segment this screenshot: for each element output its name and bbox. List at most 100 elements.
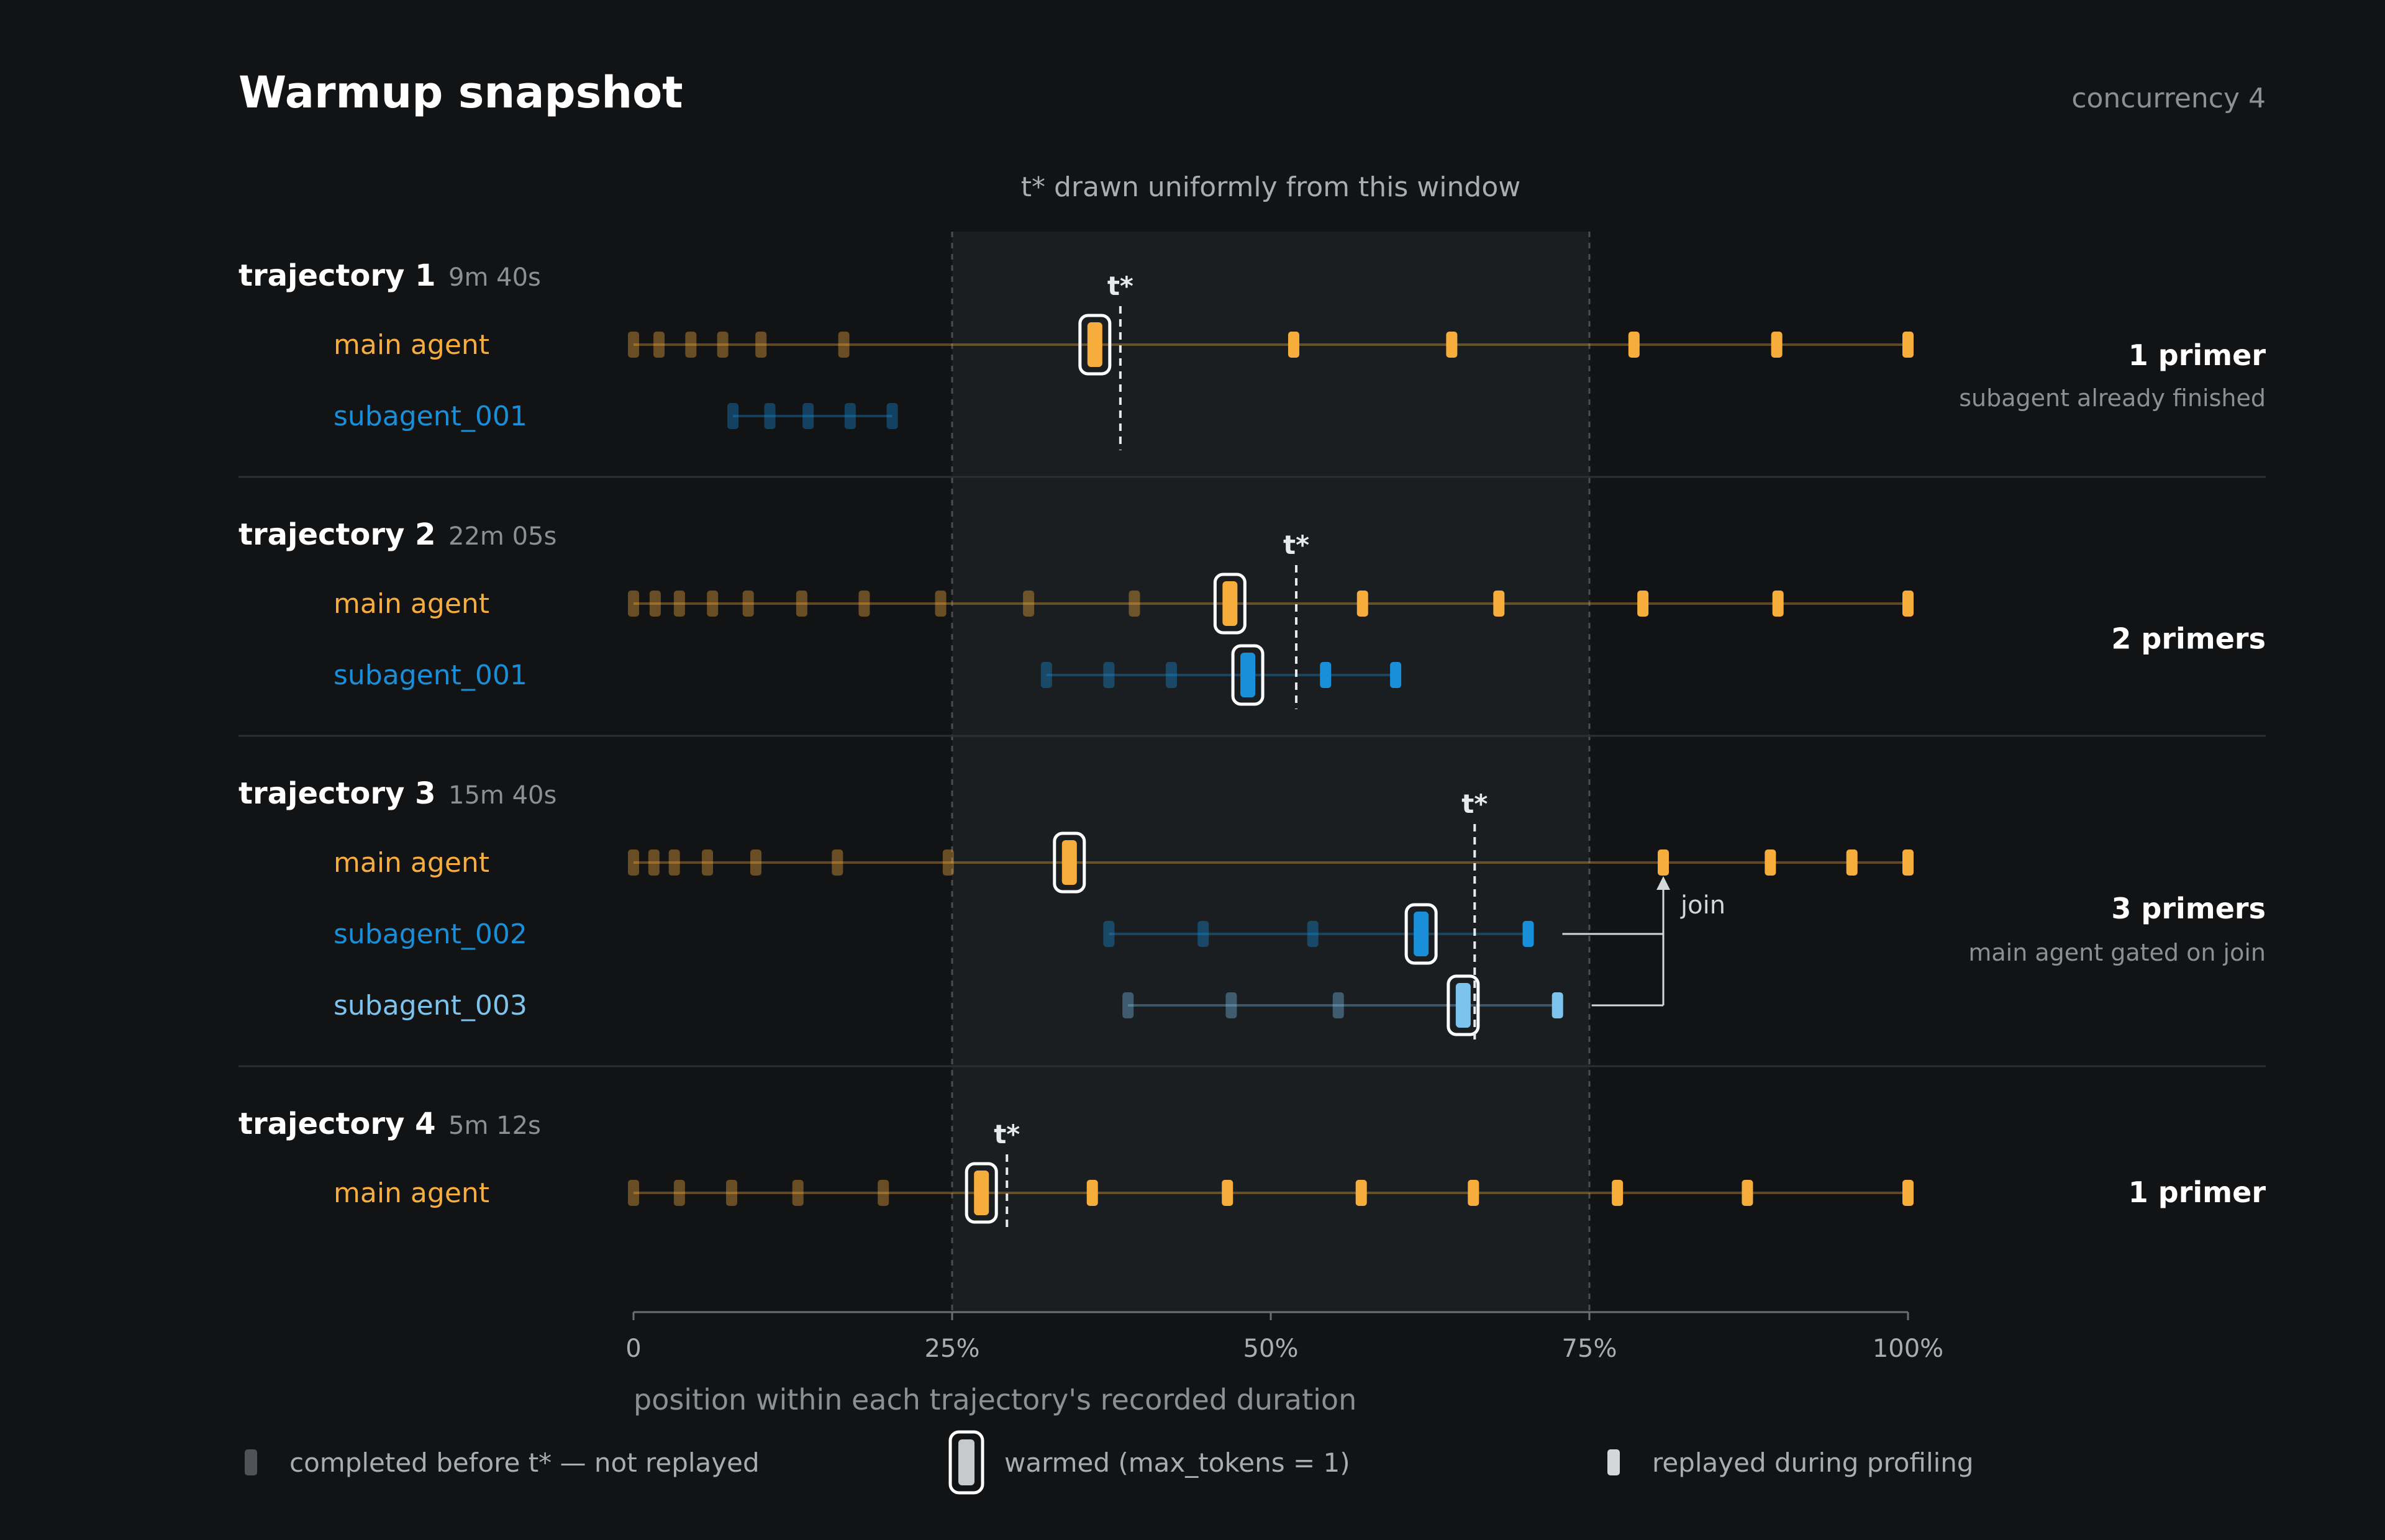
call-marker-replay [1522,921,1534,947]
call-marker-done [648,849,660,876]
call-marker-warmed [974,1171,989,1215]
call-marker-replay [1320,662,1332,688]
axis-tick-label: 0 [625,1334,641,1363]
lane-label: subagent_003 [334,990,527,1021]
call-marker-replay [1390,662,1402,688]
call-marker-done [628,849,639,876]
legend-replay-label: replayed during profiling [1652,1447,1974,1478]
call-marker-warmed [1240,653,1256,697]
call-marker-replay [1658,849,1670,876]
lane-label: main agent [334,329,489,361]
call-marker-replay [1902,1180,1914,1206]
call-marker-done [742,591,754,617]
call-marker-warmed [1455,983,1471,1028]
call-marker-replay [1355,1180,1367,1206]
call-marker-done [653,332,665,358]
trajectory-1: trajectory 1 9m 40s main agent subagent_001… [238,258,2266,450]
call-marker-replay [1902,849,1914,876]
t-star-label: t* [1107,271,1133,301]
call-marker-warmed-outline [1231,644,1265,706]
call-marker-done [668,849,680,876]
trajectory-duration: 22m 05s [448,522,556,551]
x-axis: 0 25% 50% 75% 100% [625,1311,1943,1363]
call-marker-done [878,1180,889,1206]
t-star-label: t* [994,1119,1020,1149]
call-marker-done [1225,992,1237,1018]
legend-warmed-outline [948,1430,984,1495]
trajectory-name: trajectory 3 [238,776,435,811]
call-marker-replay [1612,1180,1624,1206]
call-marker-replay [1902,591,1914,617]
trajectory-3: trajectory 3 15m 40s main agent subagent_00… [238,776,2266,1040]
lane: subagent_003 [334,974,1563,1036]
call-marker-done [1103,662,1115,688]
call-marker-done [649,591,661,617]
lane: main agent [334,314,1914,376]
call-marker-done [1165,662,1177,688]
call-marker-replay [1846,849,1858,876]
call-marker-replay [1637,591,1649,617]
primer-count: 2 primers [2111,622,2266,656]
axis-tick-label: 100% [1873,1334,1943,1363]
call-marker-done [802,403,814,429]
call-marker-done [942,849,954,876]
call-marker-replay [1628,332,1640,358]
call-marker-done [717,332,729,358]
trajectory-duration: 15m 40s [448,781,556,810]
call-marker-done [1023,591,1035,617]
call-marker-warmed-outline [1447,974,1480,1036]
trajectory-2: trajectory 2 22m 05s main agent subagent_00… [238,517,2266,709]
lane-label: main agent [334,847,489,879]
call-marker-replay [1356,591,1368,617]
window-label: t* drawn uniformly from this window [1021,171,1521,203]
lane: main agent [334,831,1914,894]
sampling-window [951,232,1591,1313]
call-marker-done [673,1180,685,1206]
call-marker-done [628,1180,639,1206]
call-marker-replay [1771,332,1783,358]
call-marker-done [844,403,856,429]
call-marker-warmed-outline [1404,903,1438,965]
call-marker-done [755,332,767,358]
trajectory-name: trajectory 2 [238,517,435,552]
call-marker-done [707,591,719,617]
axis-tick-label: 25% [925,1334,980,1363]
lane: main agent [334,573,1914,635]
trajectory-4: trajectory 4 5m 12s main agent t* 1 primer [238,1107,2266,1227]
join-label: join [1680,891,1725,920]
call-marker-warmed [1061,840,1077,885]
call-marker-done [1332,992,1344,1018]
lane-label: subagent_001 [334,659,527,691]
join-connector: join [1562,876,1725,1007]
call-marker-done [832,849,843,876]
call-marker-replay [1222,1180,1233,1206]
call-marker-done [750,849,761,876]
call-marker-replay [1086,1180,1098,1206]
call-marker-done [726,1180,738,1206]
call-marker-replay [1902,332,1914,358]
legend-warmed-label: warmed (max_tokens = 1) [1004,1447,1350,1478]
call-marker-done [792,1180,804,1206]
call-marker-done [685,332,697,358]
call-marker-warmed-outline [965,1162,998,1224]
lane-label: subagent_002 [334,918,527,950]
trajectory-rows: trajectory 1 9m 40s main agent subagent_001… [238,258,2266,1227]
trajectory-name: trajectory 1 [238,258,435,293]
call-marker-replay [1551,992,1563,1018]
page-title: Warmup snapshot [238,67,683,118]
axis-tick-label: 50% [1243,1334,1299,1363]
call-marker-done [628,332,639,358]
lane: subagent_001 [334,401,898,432]
call-marker-done [702,849,714,876]
call-marker-done [1307,921,1319,947]
primer-note: main agent gated on join [1968,939,2266,966]
call-marker-done [1103,921,1115,947]
row-dividers [238,476,2266,1067]
call-marker-done [858,591,870,617]
window-shade [952,232,1589,1313]
axis-tick-label: 75% [1562,1334,1617,1363]
call-marker-done [1129,591,1140,617]
call-marker-warmed [1087,322,1102,367]
call-marker-done [1040,662,1052,688]
